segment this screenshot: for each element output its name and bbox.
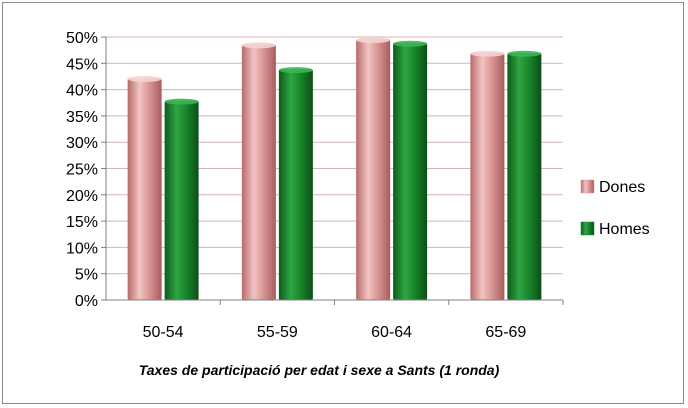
legend-swatch-homes xyxy=(580,221,595,236)
x-tick-label: 50-54 xyxy=(143,324,184,341)
x-tick-label: 55-59 xyxy=(257,324,298,341)
x-tick-label: 60-64 xyxy=(371,324,412,341)
legend-swatch-dones xyxy=(580,179,595,194)
legend-label-dones: Dones xyxy=(599,179,645,196)
y-tick-label: 40% xyxy=(66,83,98,100)
bar-top-cap xyxy=(507,50,542,57)
bar-top-cap xyxy=(127,76,162,83)
legend-label-homes: Homes xyxy=(599,221,650,238)
y-tick-label: 15% xyxy=(66,214,98,231)
y-tick-label: 0% xyxy=(75,293,98,310)
bar-homes xyxy=(507,52,542,300)
y-tick-label: 20% xyxy=(66,188,98,205)
bar-dones xyxy=(127,78,162,300)
bar-homes xyxy=(393,42,428,300)
y-tick-label: 5% xyxy=(75,267,98,284)
bar-homes xyxy=(278,69,313,300)
x-tick-label: 65-69 xyxy=(485,324,526,341)
bar-dones xyxy=(356,39,391,300)
y-tick-label: 45% xyxy=(66,56,98,73)
bar-dones xyxy=(241,44,276,300)
bar-top-cap xyxy=(164,98,199,105)
bar-top-cap xyxy=(356,37,391,44)
chart-frame: 0% 5% 10% 15% 20% 25% 30% 35% 40% 45% 50% 50-54 55-5… xyxy=(2,2,684,404)
bar-top-cap xyxy=(470,50,505,57)
y-tick-label: 25% xyxy=(66,162,98,179)
x-axis-title: Taxes de participació per edat i sexe a … xyxy=(139,362,500,378)
y-tick-label: 30% xyxy=(66,135,98,152)
bar-top-cap xyxy=(278,67,313,74)
bar-top-cap xyxy=(241,42,276,49)
bar-homes xyxy=(164,100,199,300)
y-tick-label: 50% xyxy=(66,30,98,47)
bar-chart: 0% 5% 10% 15% 20% 25% 30% 35% 40% 45% 50% 50-54 55-5… xyxy=(66,30,650,378)
bar-top-cap xyxy=(393,40,428,47)
bar-dones xyxy=(470,52,505,300)
y-tick-label: 35% xyxy=(66,109,98,126)
y-tick-label: 10% xyxy=(66,240,98,257)
